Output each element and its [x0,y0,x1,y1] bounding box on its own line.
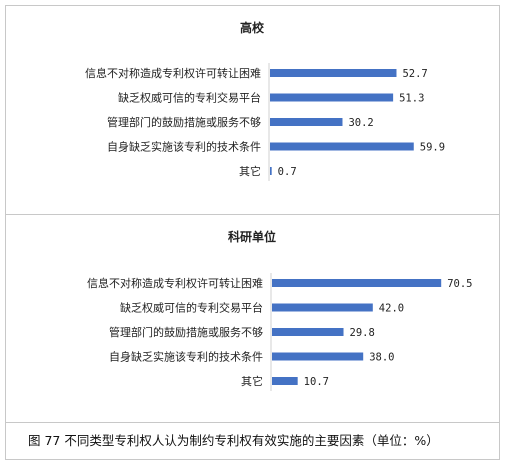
bar [270,93,394,102]
bar [270,167,272,175]
category-label: 管理部门的鼓励措施或服务不够 [107,115,261,129]
chart-title: 高校 [240,20,265,35]
category-label: 信息不对称造成专利权许可转让困难 [85,66,261,80]
chart-panel-research-institutes: 科研单位信息不对称造成专利权许可转让困难 70.5 缺乏权威可信的专利交易平台 42.… [6,214,499,421]
data-label: 70.5 [447,278,472,290]
category-label: 管理部门的鼓励措施或服务不够 [109,325,263,339]
bar [272,328,344,336]
category-label: 自身缺乏实施该专利的技术条件 [107,140,261,154]
category-label: 其它 [239,164,261,178]
data-label: 51.3 [399,93,424,105]
data-label: 59.9 [420,142,445,154]
category-label: 缺乏权威可信的专利交易平台 [120,301,263,315]
data-label: 42.0 [379,303,404,315]
data-label: 38.0 [369,352,394,364]
category-label: 信息不对称造成专利权许可转让困难 [87,276,263,290]
figure-frame [5,5,500,460]
category-label: 其它 [241,374,263,388]
bar [270,118,343,126]
chart-title: 科研单位 [228,229,276,244]
category-label: 自身缺乏实施该专利的技术条件 [109,350,263,364]
data-label: 52.7 [402,68,427,80]
bar [272,279,442,287]
data-label: 10.7 [304,376,329,388]
figure-caption: 图 77 不同类型专利权人认为制约专利权有效实施的主要因素（单位：%） [6,422,499,460]
data-label: 0.7 [278,166,297,178]
bar [272,303,373,312]
chart-panel-universities: 高校信息不对称造成专利权许可转让困难 52.7 缺乏权威可信的专利交易平台 51.3 管… [6,6,499,212]
bar [272,377,298,385]
bar [270,69,397,77]
category-label: 缺乏权威可信的专利交易平台 [118,91,261,105]
bar [270,142,414,151]
data-label: 29.8 [350,327,375,339]
data-label: 30.2 [348,117,373,129]
bar [272,352,364,361]
